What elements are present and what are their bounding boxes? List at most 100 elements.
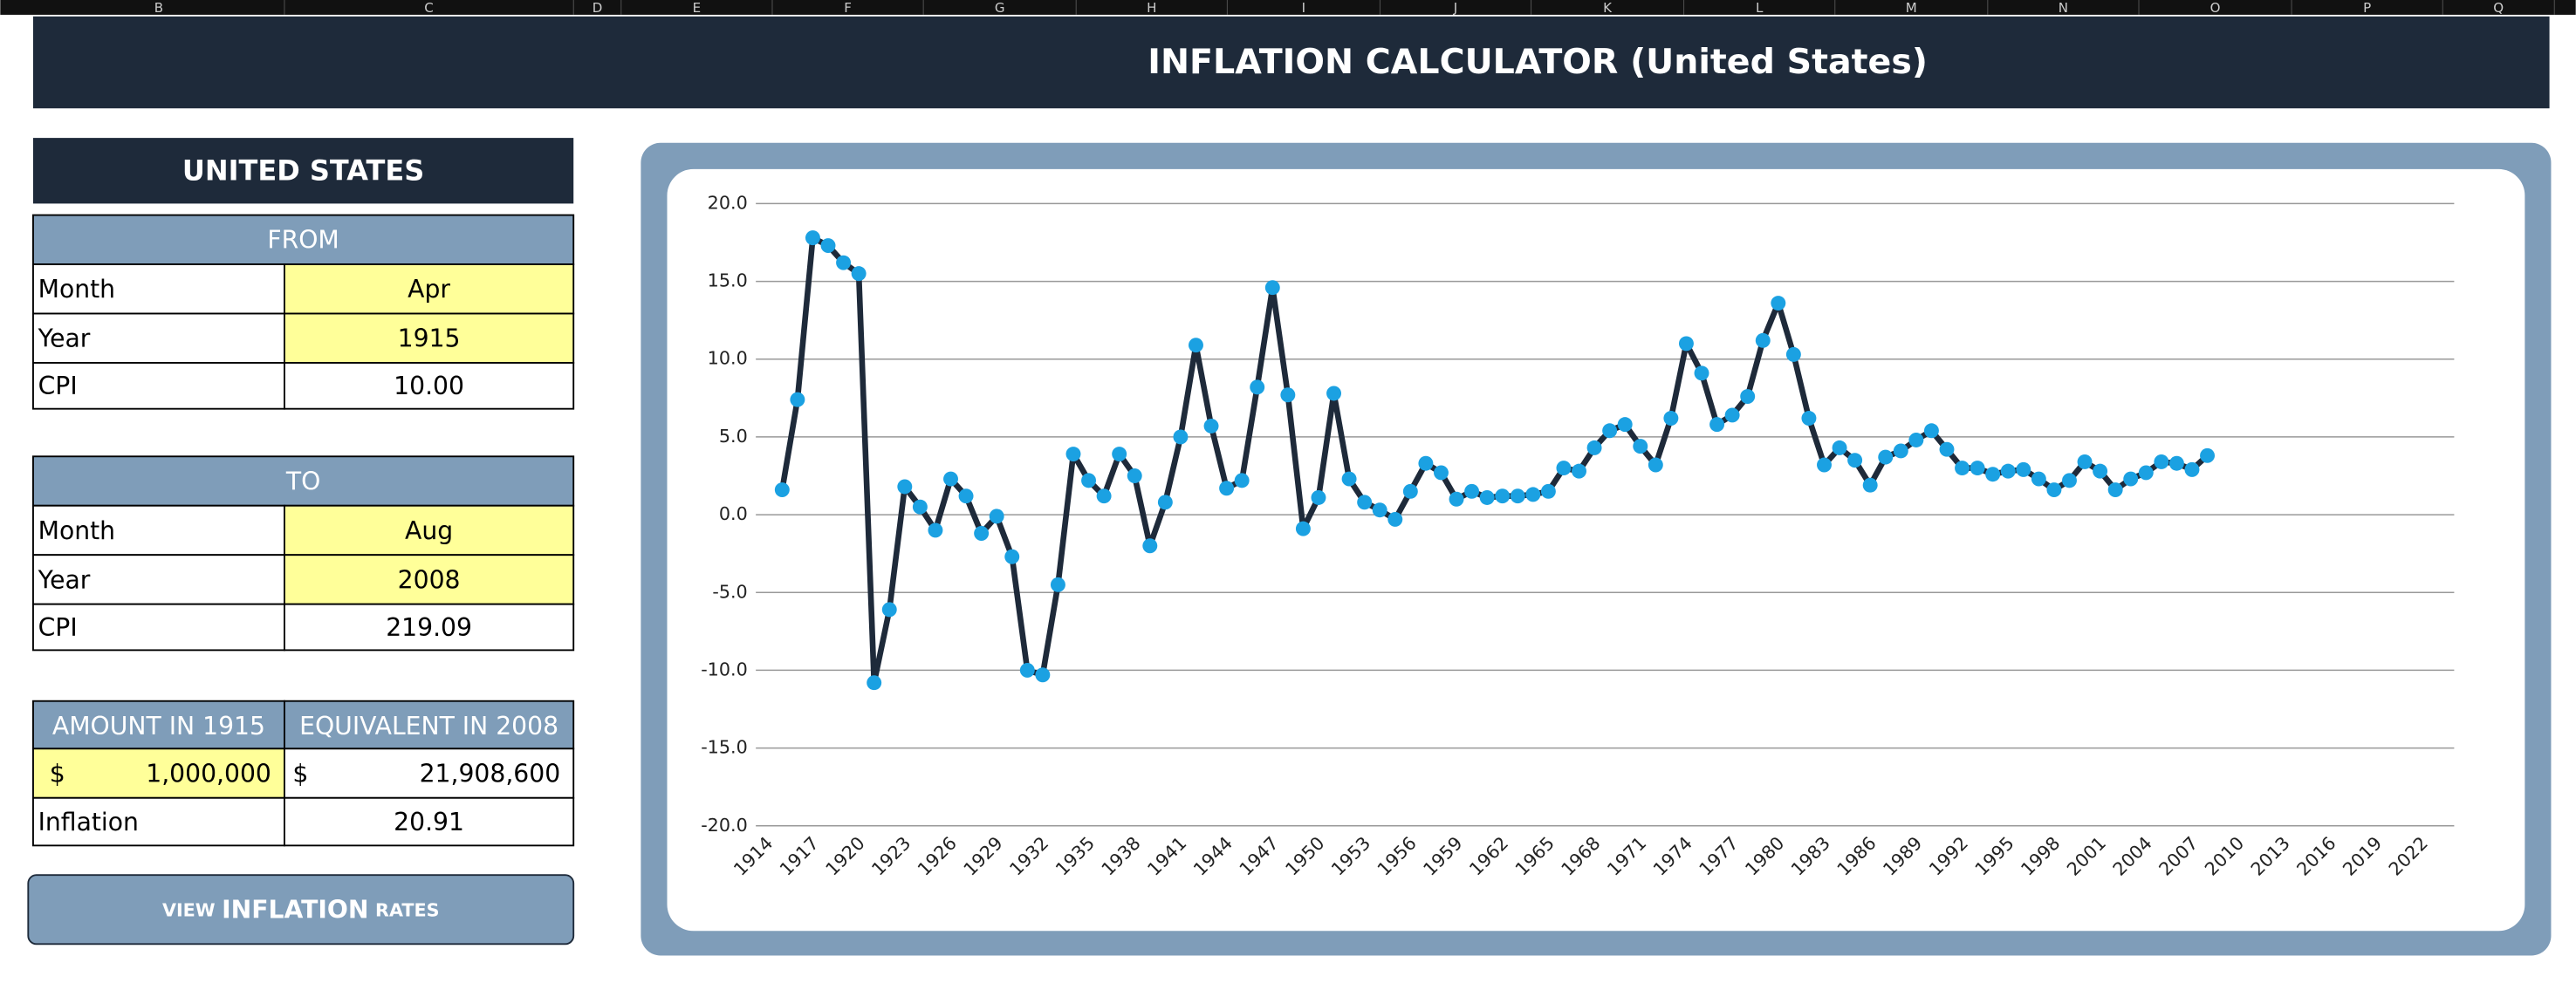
data-point: [1817, 457, 1832, 473]
equivalent-cell: [284, 748, 575, 799]
page-title: INFLATION CALCULATOR (United States): [1148, 42, 1928, 82]
data-point: [928, 522, 943, 538]
data-point: [1112, 447, 1127, 462]
data-point: [1418, 455, 1434, 471]
data-point: [2000, 463, 2016, 479]
data-point: [1065, 447, 1081, 462]
panel-title-box: [32, 138, 574, 204]
from-label-cell: [32, 312, 285, 364]
data-point: [2046, 482, 2062, 498]
data-point: [1250, 379, 1265, 395]
data-point: [1801, 411, 1817, 426]
data-point: [881, 602, 897, 618]
data-point: [1189, 338, 1203, 353]
data-point: [2107, 482, 2123, 498]
data-point: [2184, 461, 2200, 477]
data-point: [1985, 467, 2001, 482]
from-value: 10.00: [394, 372, 464, 400]
data-point: [1724, 407, 1740, 423]
data-point: [1510, 488, 1525, 504]
data-point: [1923, 423, 1939, 439]
data-point: [2168, 455, 2184, 471]
chart-area: [667, 168, 2525, 932]
equivalent-currency: $: [292, 759, 308, 788]
data-point: [1402, 483, 1418, 499]
data-point: [1602, 423, 1618, 439]
data-point: [1663, 411, 1679, 426]
data-point: [1142, 538, 1158, 554]
series-line: [779, 235, 2209, 686]
column-letter: P: [2363, 0, 2371, 16]
from-value-cell: [284, 362, 575, 410]
data-point: [1464, 483, 1480, 499]
view-rates-button[interactable]: VIEW INFLATION RATES: [27, 874, 575, 946]
data-point: [1311, 489, 1326, 505]
inflation-value: 20.91: [394, 808, 464, 836]
data-point: [1050, 577, 1065, 592]
result-heading-cell: [32, 700, 285, 750]
to-heading-cell: [32, 455, 575, 507]
column-letter: I: [1302, 0, 1305, 16]
column-letter: N: [2059, 0, 2068, 16]
inflation-label: Inflation: [38, 808, 139, 836]
data-point: [1341, 471, 1357, 487]
button-word: VIEW: [162, 900, 216, 921]
to-label: Month: [38, 516, 115, 545]
data-point: [1035, 667, 1051, 683]
button-body: [27, 874, 575, 946]
to-label: CPI: [38, 613, 78, 642]
data-point: [1678, 336, 1694, 352]
y-tick-label: -15.0: [701, 737, 748, 758]
column-letter: E: [693, 0, 702, 16]
result-heading: EQUIVALENT IN 2008: [299, 712, 558, 741]
to-value-cell: [284, 603, 575, 652]
data-point: [1572, 463, 1586, 479]
data-point: [2093, 463, 2108, 479]
data-point: [1878, 449, 1894, 465]
data-point: [820, 238, 836, 254]
data-point: [1096, 488, 1112, 504]
data-point: [958, 488, 974, 504]
data-point: [774, 482, 790, 498]
data-point: [1771, 296, 1786, 311]
y-tick-label: -5.0: [712, 581, 747, 602]
y-tick-label: 0.0: [719, 503, 748, 524]
data-point: [1295, 521, 1311, 536]
data-point: [1004, 549, 1020, 564]
data-point: [912, 499, 928, 515]
column-letter: L: [1756, 0, 1764, 16]
data-point: [1326, 386, 1342, 401]
y-tick-label: 10.0: [708, 348, 748, 369]
data-point: [897, 479, 913, 495]
data-point: [1372, 502, 1387, 518]
from-label: CPI: [38, 372, 78, 400]
title-band: [32, 16, 2550, 109]
to-label-cell: [32, 603, 285, 652]
column-letter: Q: [2493, 0, 2504, 16]
from-heading: FROM: [267, 226, 339, 255]
button-word: RATES: [375, 900, 439, 921]
data-point: [1648, 457, 1663, 473]
data-point: [1862, 477, 1878, 493]
data-point: [2200, 447, 2216, 463]
data-point: [1970, 461, 1985, 476]
data-point: [1955, 461, 1970, 476]
data-point: [1081, 473, 1097, 488]
column-letter: G: [995, 0, 1005, 16]
from-label: Month: [38, 275, 115, 304]
data-point: [2077, 454, 2093, 469]
data-point: [1387, 511, 1403, 527]
inflation-value-cell: [284, 796, 575, 847]
data-point: [1755, 332, 1771, 348]
data-point: [1019, 662, 1035, 678]
result-heading: AMOUNT IN 1915: [52, 712, 265, 741]
data-point: [1357, 495, 1373, 510]
y-tick-label: -20.0: [701, 815, 748, 836]
column-letter: C: [424, 0, 434, 16]
data-point: [989, 509, 1004, 524]
to-heading: TO: [285, 467, 320, 495]
data-point: [2138, 465, 2154, 481]
y-tick-label: 5.0: [719, 426, 748, 447]
data-point: [790, 392, 805, 407]
